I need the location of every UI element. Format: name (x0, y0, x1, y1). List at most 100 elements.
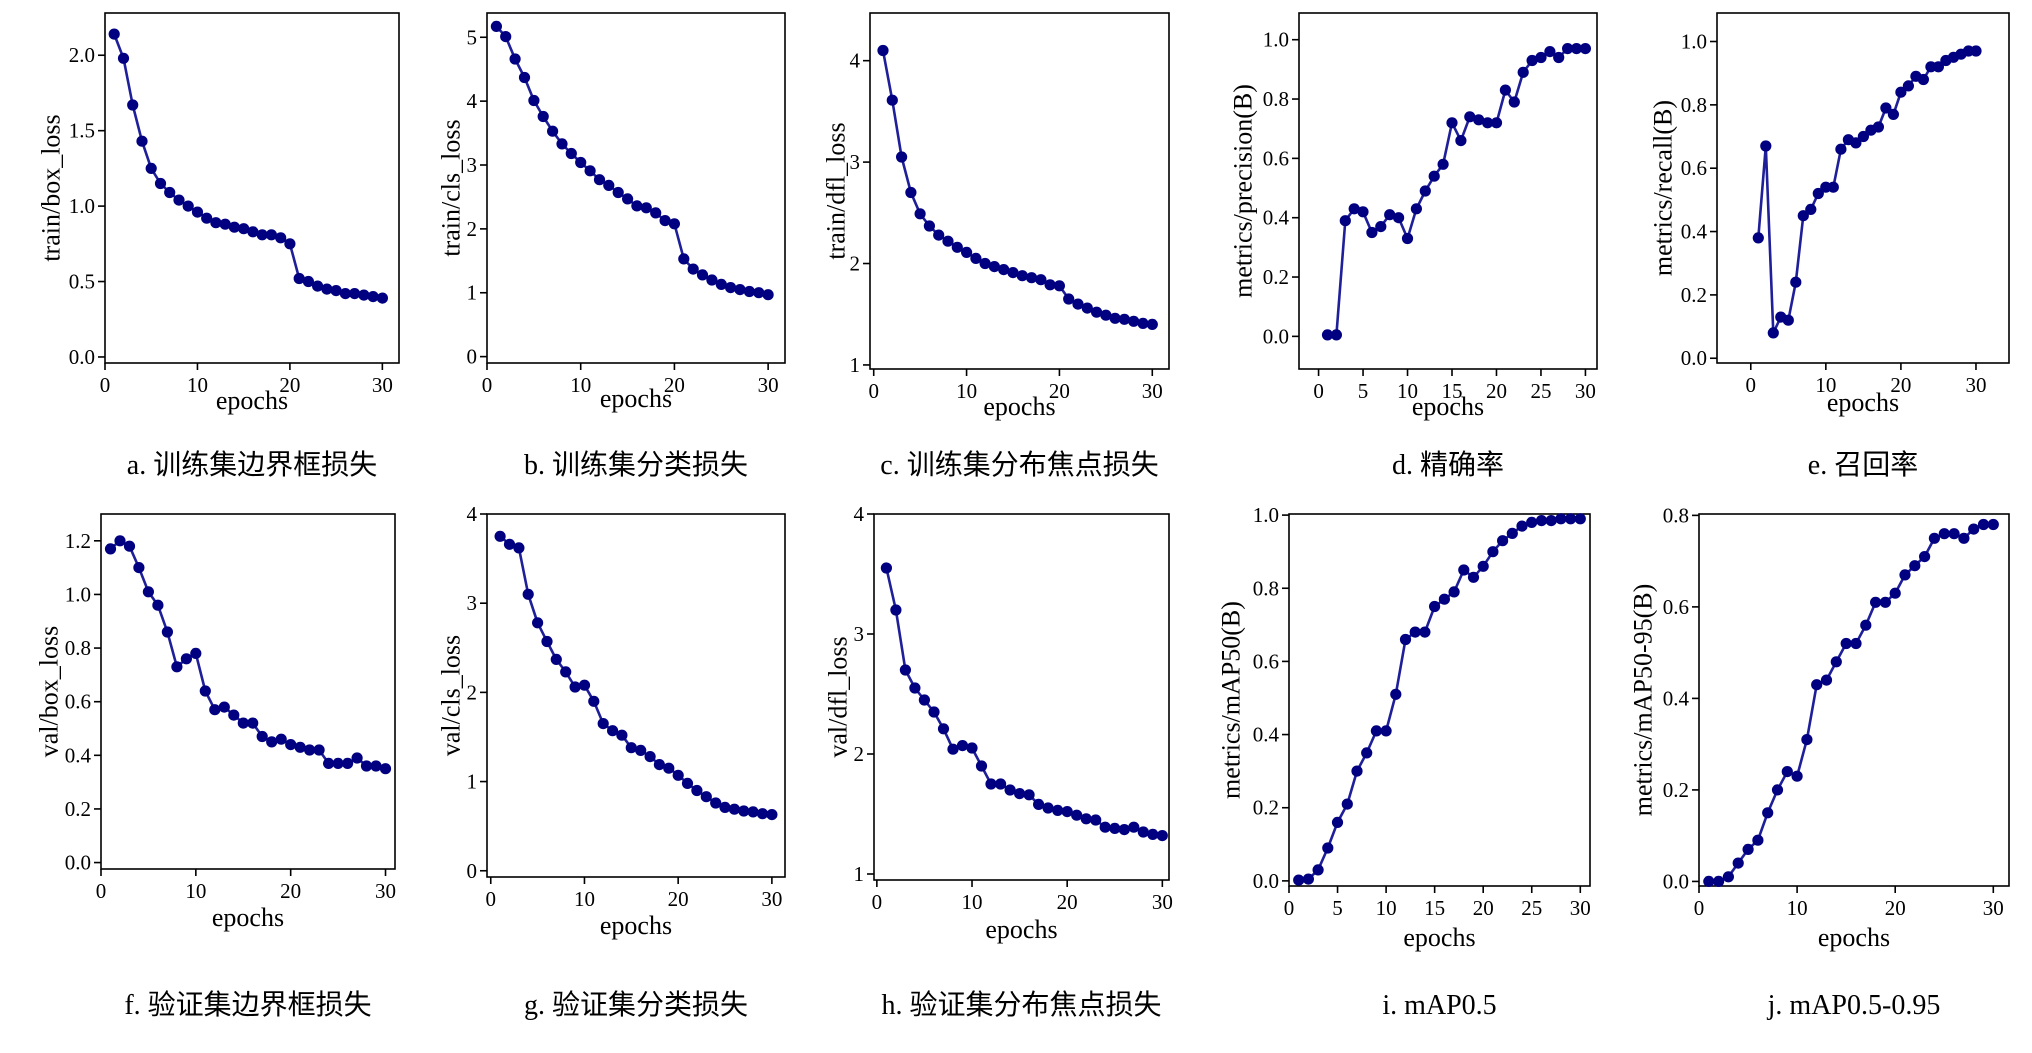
val-dfl-loss-y-tick-label: 3 (854, 622, 865, 646)
val-cls-loss-point (663, 762, 675, 774)
metrics-recall-b-point (1835, 143, 1847, 155)
train-dfl-loss-point (998, 264, 1010, 276)
val-cls-loss-y-tick-label: 4 (467, 502, 478, 526)
train-box-loss-point (321, 283, 333, 295)
train-box-loss-y-tick-label: 0.5 (69, 270, 95, 294)
metrics-recall-b-x-tick-label: 20 (1890, 373, 1911, 397)
val-dfl-loss-x-tick-label: 20 (1057, 890, 1078, 914)
train-cls-loss-point (584, 165, 596, 177)
val-cls-loss-chart: 0 10 20 30 0 1 2 3 4 epochs val/cls_loss g. 验证集分类损失 (437, 502, 786, 1021)
metrics-map50-95-b-plot-frame (1698, 513, 2010, 887)
train-dfl-loss-point (1081, 302, 1093, 314)
val-box-loss-point (237, 717, 249, 729)
val-dfl-loss-plot-frame (873, 513, 1170, 881)
metrics-recall-b-point (1850, 137, 1862, 149)
metrics-map50-b-point (1380, 725, 1392, 737)
train-cls-loss-y-tick-label: 2 (467, 217, 478, 241)
metrics-precision-b-point (1321, 329, 1334, 341)
metrics-precision-b-point (1357, 206, 1369, 218)
val-cls-loss-point (625, 742, 637, 754)
metrics-precision-b-point (1410, 203, 1422, 215)
metrics-map50-95-b-chart: 0 10 20 30 0.0 0.2 0.4 0.6 0.8 epochs metrics/mAP5… (1629, 503, 2010, 1021)
train-box-loss-point (339, 288, 351, 300)
metrics-recall-b-point (1857, 130, 1869, 143)
metrics-map50-b-point (1555, 513, 1567, 525)
metrics-precision-b-point (1366, 226, 1378, 239)
val-box-loss-point (294, 741, 306, 753)
val-dfl-loss-point (1118, 824, 1130, 836)
val-cls-loss-point (766, 809, 778, 821)
train-dfl-loss-point (979, 257, 991, 270)
val-dfl-loss-point (1023, 789, 1035, 801)
metrics-map50-95-b-point (1732, 857, 1744, 869)
metrics-map50-95-b-point (1703, 875, 1715, 888)
metrics-precision-b-chart: 0 5 10 15 20 25 30 0.0 0.2 0.4 0.6 0.8 1.0 epochs metr… (1229, 12, 1598, 481)
train-cls-loss-y-tick-label: 5 (467, 25, 478, 49)
metrics-precision-b-point (1499, 84, 1511, 96)
metrics-map50-95-b-y-tick-label: 0.6 (1663, 595, 1689, 619)
val-box-loss-x-tick-label: 20 (280, 879, 301, 903)
train-dfl-loss-point (1146, 318, 1158, 330)
metrics-precision-b-point (1419, 185, 1431, 197)
metrics-precision-b-x-tick-label: 20 (1486, 379, 1507, 403)
metrics-map50-95-b-y-tick-label: 0.0 (1663, 869, 1689, 893)
metrics-recall-b-y-tick-label: 1.0 (1681, 30, 1707, 54)
val-box-loss-point (342, 757, 354, 770)
metrics-map50-95-b-point (1850, 637, 1862, 650)
train-box-loss-x-axis-label: epochs (216, 386, 288, 415)
metrics-recall-b-point (1872, 121, 1884, 133)
metrics-precision-b-point (1517, 66, 1529, 78)
val-cls-loss-point (653, 759, 666, 771)
train-box-loss-point (191, 206, 204, 218)
val-dfl-loss-point (1061, 806, 1073, 818)
train-box-loss-y-tick-label: 2.0 (69, 43, 95, 67)
val-dfl-loss-chart: 0 10 20 30 1 2 3 4 epochs val/dfl_loss h. 验证集分布焦点损… (824, 502, 1173, 1021)
metrics-map50-b-y-tick-label: 0.2 (1253, 796, 1279, 820)
metrics-map50-95-b-point (1840, 637, 1852, 650)
metrics-map50-95-b-point (1752, 834, 1764, 846)
val-dfl-loss-point (928, 706, 940, 718)
val-cls-loss-point (541, 635, 553, 648)
metrics-precision-b-y-tick-label: 1.0 (1263, 28, 1289, 52)
val-box-loss-point (256, 730, 268, 743)
train-dfl-loss-x-tick-label: 10 (956, 379, 977, 403)
train-box-loss-point (330, 285, 342, 297)
val-box-loss-y-tick-label: 0.0 (65, 851, 91, 875)
train-cls-loss-x-tick-label: 0 (482, 373, 493, 397)
metrics-precision-b-point (1464, 111, 1476, 123)
metrics-map50-95-b-line (1708, 523, 1994, 883)
val-box-loss-point (370, 760, 382, 772)
metrics-map50-95-b-y-axis-label: metrics/mAP50-95(B) (1629, 584, 1658, 817)
metrics-map50-b-point (1438, 593, 1450, 605)
metrics-map50-b-point (1370, 725, 1382, 737)
val-dfl-loss-point (1099, 821, 1111, 833)
train-box-loss-point (182, 200, 194, 212)
val-box-loss-plot-frame (100, 513, 396, 870)
metrics-precision-b-y-axis-label: metrics/precision(B) (1229, 84, 1258, 298)
metrics-map50-95-b-x-tick-label: 20 (1885, 896, 1906, 920)
val-dfl-loss-point (1147, 828, 1159, 841)
train-box-loss-point (256, 229, 268, 241)
train-box-loss-point (154, 177, 167, 190)
train-box-loss-point (219, 218, 231, 230)
metrics-precision-b-point (1579, 43, 1591, 55)
train-dfl-loss-y-tick-label: 2 (850, 252, 861, 276)
train-dfl-loss-x-tick-label: 30 (1142, 379, 1163, 403)
metrics-precision-b-point (1490, 117, 1503, 129)
metrics-recall-b-x-axis-label: epochs (1827, 388, 1899, 417)
metrics-precision-b-x-tick-label: 5 (1358, 379, 1369, 403)
train-cls-loss-point (650, 207, 662, 219)
val-cls-loss-x-tick-label: 20 (668, 887, 689, 911)
train-dfl-loss-point (923, 220, 936, 232)
val-box-loss-point (209, 704, 221, 716)
train-cls-loss-point (762, 289, 774, 301)
train-cls-loss-point (490, 20, 502, 32)
val-cls-loss-point (550, 653, 562, 666)
metrics-map50-b-point (1361, 747, 1373, 759)
metrics-precision-b-point (1446, 117, 1458, 129)
train-box-loss-point (117, 52, 130, 64)
train-box-loss-x-tick-label: 0 (100, 373, 111, 397)
val-dfl-loss-point (975, 760, 988, 772)
train-dfl-loss-point (914, 208, 926, 220)
metrics-precision-b-point (1570, 43, 1583, 55)
